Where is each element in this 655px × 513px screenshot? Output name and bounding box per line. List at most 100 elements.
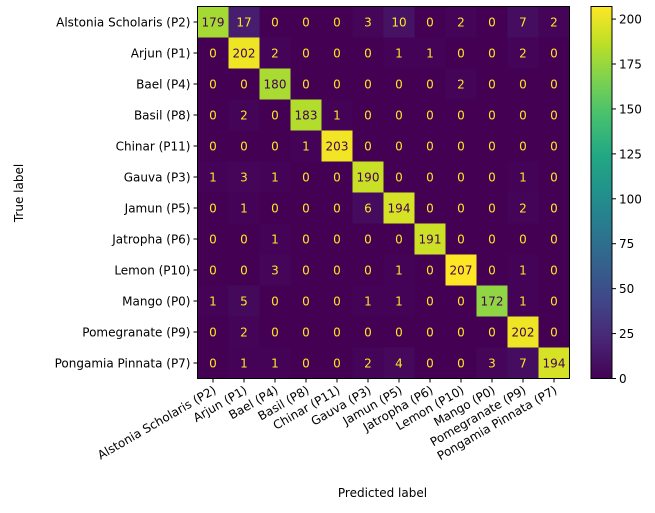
heatmap-cell [538, 285, 570, 317]
y-tick-label: Jamun (P5) [124, 202, 191, 216]
cell-value-label: 0 [271, 326, 279, 340]
cell-value-label: 0 [302, 264, 310, 278]
heatmap-cell [476, 99, 508, 131]
cell-value-label: 0 [426, 326, 434, 340]
heatmap-cell [414, 316, 446, 348]
cell-value-label: 183 [295, 109, 318, 123]
heatmap-cell [538, 316, 570, 348]
cell-value-label: 1 [364, 295, 372, 309]
heatmap-cell [352, 285, 384, 317]
heatmap-cell [290, 161, 322, 193]
heatmap-cell [228, 6, 260, 38]
heatmap-cell [228, 223, 260, 255]
cell-value-label: 0 [209, 47, 217, 61]
cell-value-label: 2 [240, 109, 248, 123]
heatmap-cell [197, 347, 229, 379]
heatmap-cell [476, 37, 508, 69]
colorbar-tick-label: 150 [619, 102, 642, 116]
cell-value-label: 0 [426, 78, 434, 92]
heatmap-cell [383, 6, 415, 38]
heatmap-cell [259, 130, 291, 162]
y-tick-label: Mango (P0) [122, 295, 190, 309]
heatmap-cell [383, 254, 415, 286]
heatmap-cell [197, 130, 229, 162]
x-axis-ticks: Alstonia Scholaris (P2)Arjun (P1)Bael (P… [95, 378, 560, 463]
heatmap-cell [352, 130, 384, 162]
cell-value-label: 0 [457, 295, 465, 309]
cell-value-label: 0 [550, 233, 558, 247]
cell-value-label: 0 [302, 16, 310, 30]
cell-value-label: 179 [202, 16, 225, 30]
cell-value-label: 3 [240, 171, 248, 185]
cell-value-label: 1 [426, 47, 434, 61]
cell-value-label: 1 [240, 202, 248, 216]
cell-value-label: 190 [357, 171, 380, 185]
heatmap-cell [352, 37, 384, 69]
cell-value-label: 0 [550, 326, 558, 340]
cell-value-label: 0 [364, 264, 372, 278]
y-tick-label: Gauva (P3) [124, 171, 191, 185]
heatmap-cell [476, 285, 508, 317]
cell-value-label: 0 [364, 47, 372, 61]
heatmap-cell [197, 6, 229, 38]
heatmap-cells [197, 6, 570, 379]
cell-value-label: 191 [419, 233, 442, 247]
cell-value-label: 0 [488, 326, 496, 340]
cell-value-label: 0 [457, 140, 465, 154]
cell-value-label: 0 [550, 78, 558, 92]
y-tick-label: Bael (P4) [136, 78, 190, 92]
cell-value-label: 0 [333, 47, 341, 61]
heatmap-cell [445, 192, 477, 224]
heatmap-cell [476, 254, 508, 286]
cell-value-label: 0 [271, 109, 279, 123]
cell-value-label: 0 [240, 264, 248, 278]
heatmap-cell [321, 254, 353, 286]
colorbar-tick-label: 100 [619, 192, 642, 206]
cell-value-label: 0 [240, 140, 248, 154]
cell-value-label: 0 [426, 295, 434, 309]
cell-value-label: 0 [426, 140, 434, 154]
heatmap-cell [507, 161, 539, 193]
heatmap-cell [352, 347, 384, 379]
cell-value-label: 0 [302, 171, 310, 185]
heatmap-cell [538, 68, 570, 100]
cell-value-label: 1 [209, 295, 217, 309]
cell-value-label: 0 [457, 202, 465, 216]
y-tick-label: Alstonia Scholaris (P2) [56, 16, 190, 30]
cell-value-label: 0 [271, 140, 279, 154]
cell-value-label: 0 [271, 202, 279, 216]
cell-value-label: 0 [302, 326, 310, 340]
cell-value-label: 0 [457, 171, 465, 185]
cell-value-label: 0 [519, 140, 527, 154]
heatmap-cell [290, 37, 322, 69]
cell-value-label: 0 [364, 326, 372, 340]
heatmap-cell [383, 130, 415, 162]
cell-value-label: 0 [333, 171, 341, 185]
cell-value-label: 1 [271, 171, 279, 185]
cell-value-label: 0 [364, 233, 372, 247]
heatmap-cell [507, 6, 539, 38]
heatmap-cell [259, 37, 291, 69]
cell-value-label: 0 [209, 140, 217, 154]
cell-value-label: 2 [271, 47, 279, 61]
y-tick-label: Basil (P8) [134, 109, 191, 123]
cell-value-label: 0 [488, 78, 496, 92]
heatmap-cell [197, 99, 229, 131]
cell-value-label: 10 [391, 16, 406, 30]
heatmap-cell [507, 223, 539, 255]
heatmap-cell [445, 68, 477, 100]
cell-value-label: 0 [302, 47, 310, 61]
heatmap-cell [197, 254, 229, 286]
heatmap-cell [228, 285, 260, 317]
cell-value-label: 0 [457, 47, 465, 61]
cell-value-label: 0 [488, 47, 496, 61]
heatmap-cell [414, 6, 446, 38]
heatmap-cell [383, 68, 415, 100]
cell-value-label: 180 [264, 78, 287, 92]
heatmap-cell [507, 99, 539, 131]
cell-value-label: 0 [395, 78, 403, 92]
heatmap-cell [352, 68, 384, 100]
cell-value-labels: 179 17 0 0 0 3 10 0 2 0 7 20 202 2 0 0 0 1 1 0 0 2 00 0 180 0 0 0 0 0… [202, 16, 566, 371]
cell-value-label: 0 [302, 295, 310, 309]
